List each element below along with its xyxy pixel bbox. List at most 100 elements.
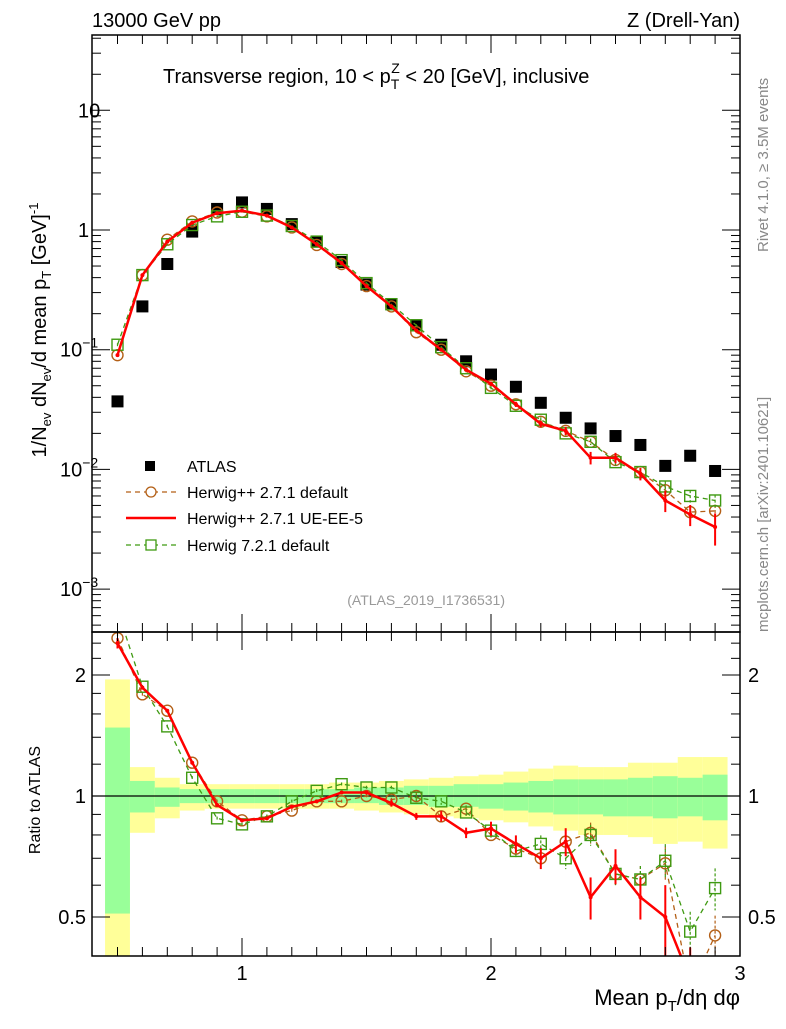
- mc-series-2-point: [314, 242, 319, 247]
- ratio-y-tick-label-left: 1: [75, 786, 86, 808]
- y-tick-label-exponent: −2: [82, 454, 98, 470]
- ratio-series-1-point: [613, 863, 618, 868]
- mc-series-3-point: [584, 435, 597, 449]
- mc-series-3-point: [161, 238, 174, 251]
- legend-item: ATLAS: [145, 459, 237, 476]
- mc-series-2-point: [240, 208, 244, 213]
- rivet-version-label: Rivet 4.1.0, ≥ 3.5M events: [755, 78, 772, 252]
- legend-label: Herwig++ 2.7.1 UE-EE-5: [187, 511, 363, 528]
- ratio-series-1-point: [638, 895, 643, 900]
- ratio-series-2-point: [161, 720, 174, 733]
- mc-series-2-point: [339, 261, 344, 266]
- ratio-series-1-point: [339, 790, 344, 795]
- ratio-series-1-point: [190, 760, 195, 765]
- xlabel-part: /dη dφ: [677, 985, 740, 1010]
- atlas-data-point: [111, 395, 124, 408]
- mc-series-2-point: [713, 525, 718, 530]
- ratio-series-2-point: [410, 791, 423, 804]
- mc-series-2-point: [588, 455, 593, 460]
- mc-series-2-point: [439, 347, 444, 352]
- ratio-series-2-point: [185, 771, 199, 784]
- atlas-data-point: [609, 430, 622, 443]
- ratio-series-2-point: [435, 795, 448, 808]
- stat-uncertainty-band: [627, 777, 653, 817]
- mc-series-2-point: [688, 512, 693, 517]
- legend-atlas-marker-icon: [145, 461, 155, 471]
- ratio-series-1-point: [289, 804, 294, 809]
- y-tick-label-base: 10: [60, 340, 82, 362]
- mc-series-3-point: [509, 399, 523, 412]
- stat-uncertainty-band: [702, 774, 728, 821]
- mc-series-2-point: [389, 304, 394, 309]
- x-tick-label: 3: [734, 963, 745, 985]
- ratio-series-2-point: [659, 854, 672, 867]
- legend: ATLAS Herwig++ 2.7.1 default Herwig++ 2.7.…: [126, 459, 363, 555]
- mc-series-2-point: [190, 220, 195, 225]
- ratio-y-tick-label-right: 2: [748, 665, 759, 687]
- atlas-data-point: [634, 438, 647, 451]
- ratio-plot-marks: [111, 605, 722, 956]
- ratio-series-1-point: [115, 641, 120, 646]
- ylabel-sub: T: [39, 271, 54, 279]
- y-tick-label: 10−3: [60, 574, 98, 601]
- atlas-data-point: [684, 449, 697, 462]
- legend-label: ATLAS: [187, 459, 237, 476]
- mc-series-3-point: [185, 218, 199, 232]
- mc-series-2-point: [264, 213, 269, 218]
- ratio-series-1-point: [439, 814, 444, 819]
- mc-series-3-point: [459, 362, 473, 375]
- ratio-series-1-point: [215, 802, 220, 807]
- ratio-series-1-point: [563, 839, 568, 844]
- ratio-y-tick-label-left: 2: [75, 665, 86, 687]
- mc-series-3-point: [684, 489, 697, 503]
- ratio-series-1-point: [538, 856, 543, 861]
- legend-item: Herwig++ 2.7.1 default: [126, 485, 349, 502]
- mc-series-2-point: [638, 471, 643, 476]
- ratio-series-2-point: [385, 781, 398, 794]
- ratio-series-1-point: [140, 685, 145, 690]
- atlas-data-point: [584, 422, 597, 435]
- x-tick-label: 2: [485, 963, 496, 985]
- ratio-series-1-point: [414, 814, 419, 819]
- y-tick-label-base: 10: [78, 100, 100, 122]
- ylabel-sub: ev: [39, 412, 54, 426]
- legend-square-icon: [145, 539, 157, 551]
- mcplots-label: mcplots.cern.ch [arXiv:2401.10621]: [755, 397, 772, 632]
- ratio-series-2-point: [210, 812, 224, 825]
- title-part: Transverse region, 10 < p: [163, 66, 391, 88]
- y-tick-label: 10−2: [60, 454, 98, 481]
- mc-series-3-point: [385, 297, 398, 311]
- mc-series-2-point: [289, 225, 294, 230]
- ratio-series-1-point: [314, 799, 319, 804]
- ratio-series-1-point: [663, 915, 668, 920]
- legend-item: Herwig++ 2.7.1 UE-EE-5: [126, 511, 363, 528]
- ylabel-part: dN: [29, 381, 51, 412]
- mc-series-3-point: [136, 268, 149, 282]
- atlas-data-point: [161, 257, 174, 270]
- ratio-series-1-point: [513, 841, 518, 846]
- ratio-y-axis-label: Ratio to ATLAS: [27, 746, 44, 854]
- mc-series-2-point: [140, 273, 145, 278]
- ratio-y-tick-label-right: 1: [748, 786, 759, 808]
- mc-series-2-point: [663, 498, 668, 503]
- top-right-label: Z (Drell-Yan): [627, 10, 740, 32]
- title-part: < 20 [GeV], inclusive: [400, 66, 590, 88]
- x-axis-label: Mean pT/dη dφ: [594, 985, 740, 1015]
- mc-series-2-point: [414, 328, 419, 333]
- ratio-series-0-point: [161, 704, 174, 717]
- atlas-data-point: [485, 368, 497, 381]
- ratio-series-0-point: [185, 756, 199, 769]
- mc-series-2-point: [489, 381, 493, 386]
- mc-series-3-point: [435, 340, 448, 354]
- plot-title: Transverse region, 10 < pTZ < 20 [GeV], …: [163, 60, 589, 92]
- mc-series-2-point: [364, 284, 369, 289]
- ratio-y-tick-label-right: 0.5: [748, 907, 776, 929]
- xlabel-part: Mean p: [594, 985, 667, 1010]
- ratio-series-2-point: [708, 881, 722, 895]
- mc-series-1-point: [410, 326, 423, 339]
- stat-uncertainty-band: [105, 727, 130, 914]
- stat-uncertainty-band: [528, 780, 554, 813]
- ratio-series-2-point: [112, 605, 123, 616]
- y-tick-label-exponent: −3: [82, 574, 98, 590]
